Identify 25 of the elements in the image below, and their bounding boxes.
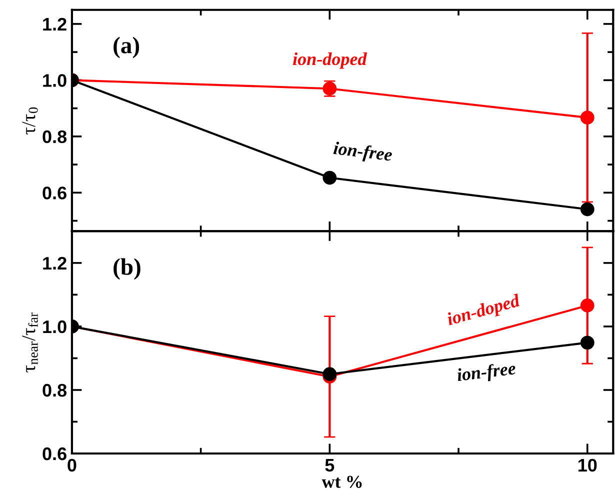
y-tick-label: 0.8 (42, 384, 67, 397)
point (580, 336, 594, 350)
y-tick-label: 1.2 (43, 18, 66, 30)
point (580, 110, 594, 125)
point (580, 298, 594, 312)
text: ion-free (456, 361, 516, 385)
point (322, 367, 337, 382)
y-tick-label: 1.0 (43, 320, 66, 334)
point (580, 202, 594, 216)
y-axis-title: τ/τ$_{0}$ (22, 107, 38, 134)
y-tick-label: 0.8 (42, 130, 67, 144)
x-tick-label: 5 (325, 459, 334, 472)
y-tick-label: 1.0 (43, 74, 66, 87)
text: ion-free (332, 141, 393, 165)
y-tick-label: 0.6 (42, 186, 66, 200)
annotation: (b) (114, 258, 140, 280)
y-tick-label: 0.6 (42, 447, 66, 460)
y-tick-label: 1.2 (43, 256, 66, 270)
annotation: (a) (114, 36, 140, 58)
x-tick-label: 10 (578, 458, 597, 472)
y-axis-title: τ$_{near}$/τ$_{far}$ (22, 312, 38, 372)
x-tick-label: 0 (68, 458, 76, 472)
x-axis-title: wt % (322, 476, 362, 488)
point (322, 170, 337, 185)
series-label: ion-doped (293, 52, 367, 69)
